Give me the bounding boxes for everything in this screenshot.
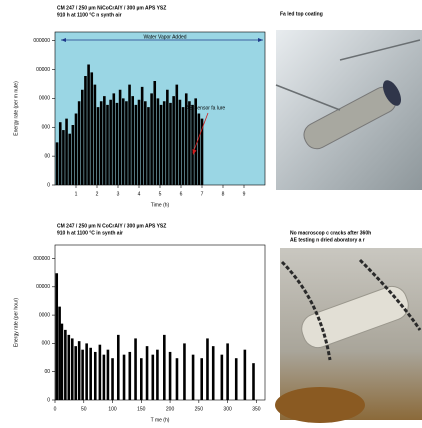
y-tick-label: 0000 xyxy=(39,312,50,318)
chart: CM 247 / 250 µm N CoCrAlY / 300 µm APS Y… xyxy=(13,223,266,423)
x-tick-label: 7 xyxy=(201,191,204,197)
annotation: Water Vapor Added xyxy=(143,34,186,40)
y-tick-label: 00000 xyxy=(36,284,50,290)
x-axis-label: Time (h) xyxy=(151,202,170,208)
y-axis-label: Energy rate (per m nute) xyxy=(13,81,19,136)
y-tick-label: 0 xyxy=(47,397,50,403)
x-tick-label: 100 xyxy=(108,406,117,412)
x-tick-label: 5 xyxy=(159,191,162,197)
photo-wire xyxy=(275,39,421,111)
annotation-arrow xyxy=(192,112,209,154)
y-axis-label: Energy rate (per hour) xyxy=(13,298,19,348)
photo-failed-coating xyxy=(275,30,422,190)
chart-subtitle: 910 h at 1100 °C n synth air xyxy=(57,12,122,18)
x-tick-label: 350 xyxy=(252,406,261,412)
chart-subtitle: 910 h at 1100 °C in synth air xyxy=(57,230,123,236)
x-tick-label: 0 xyxy=(54,406,57,412)
photo-specimen-end xyxy=(382,80,402,106)
x-tick-label: 6 xyxy=(180,191,183,197)
x-tick-label: 2 xyxy=(96,191,99,197)
x-tick-label: 8 xyxy=(222,191,225,197)
y-tick-label: 000 xyxy=(42,125,51,131)
chart: CM 247 / 250 µm NiCoCrAlY / 300 µm APS Y… xyxy=(13,5,266,208)
photo-sand xyxy=(275,387,365,423)
photo-caption: Fa led top coating xyxy=(280,11,323,17)
photo-specimen xyxy=(301,285,409,349)
annotation: AE Sensor fa lure xyxy=(186,105,225,111)
chart-title: CM 247 / 250 µm NiCoCrAlY / 300 µm APS Y… xyxy=(57,5,166,11)
x-axis-label: T me (h) xyxy=(151,417,170,423)
x-tick-label: 1 xyxy=(75,191,78,197)
x-tick-label: 250 xyxy=(195,406,204,412)
x-tick-label: 3 xyxy=(117,191,120,197)
photo-caption: No macroscop c cracks after 360h xyxy=(290,230,371,236)
x-tick-label: 50 xyxy=(81,406,87,412)
x-tick-label: 300 xyxy=(223,406,232,412)
x-tick-label: 150 xyxy=(137,406,146,412)
y-tick-label: 00 xyxy=(44,369,50,375)
annotation-arrowhead xyxy=(192,149,197,155)
y-tick-label: 0 xyxy=(47,182,50,188)
y-tick-label: 00 xyxy=(44,153,50,159)
photo-caption: AE testing n dried aboratory a r xyxy=(290,237,365,243)
x-tick-label: 4 xyxy=(138,191,141,197)
y-tick-label: 000000 xyxy=(33,256,50,262)
x-tick-label: 9 xyxy=(243,191,246,197)
chart-title: CM 247 / 250 µm N CoCrAlY / 300 µm APS Y… xyxy=(57,223,166,229)
y-tick-label: 0000 xyxy=(39,96,50,102)
x-tick-label: 200 xyxy=(166,406,175,412)
photo-intact-specimen xyxy=(275,248,422,423)
photo-chain xyxy=(280,258,422,361)
y-tick-label: 000 xyxy=(42,341,51,347)
y-tick-label: 000000 xyxy=(33,38,50,44)
y-tick-label: 00000 xyxy=(36,67,50,73)
